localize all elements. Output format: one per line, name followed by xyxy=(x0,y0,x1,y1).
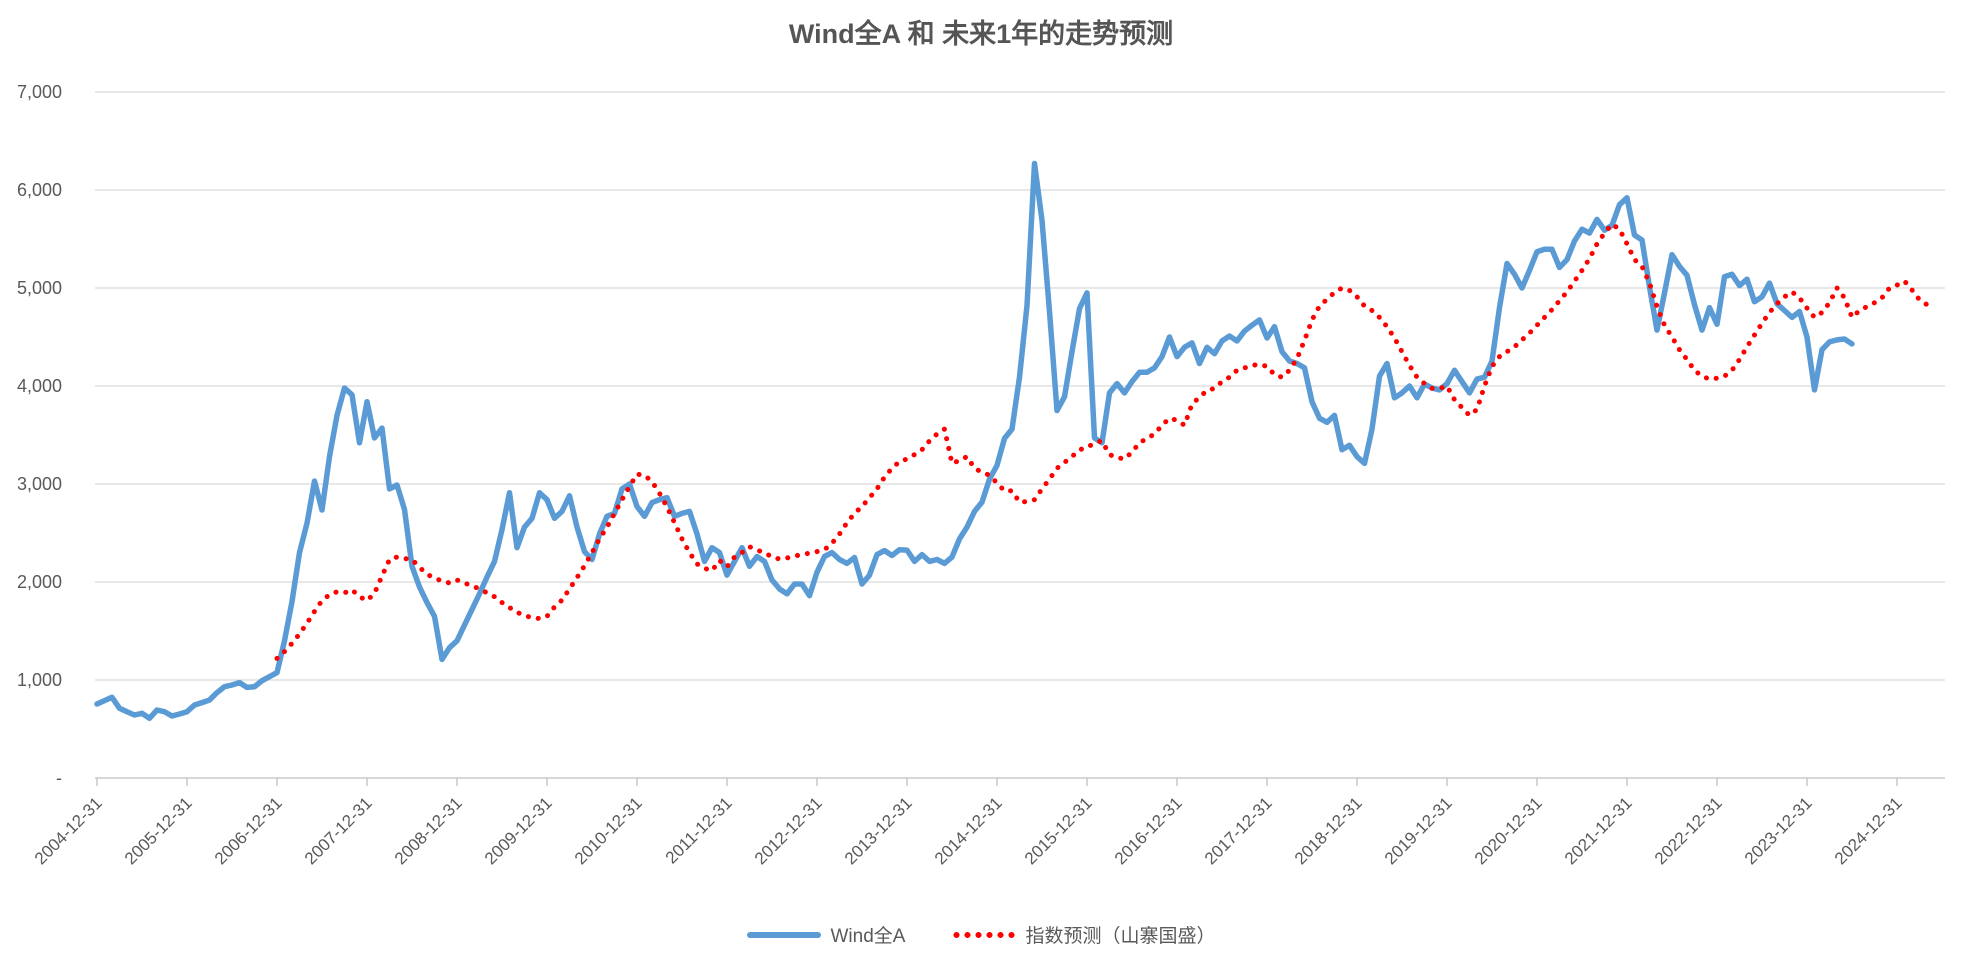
legend-label-wind-all-a: Wind全A xyxy=(830,926,906,947)
y-axis-label: 3,000 xyxy=(17,474,62,494)
x-axis-label: 2020-12-31 xyxy=(1471,793,1546,868)
x-axis-label: 2014-12-31 xyxy=(931,793,1006,868)
x-axis-label: 2007-12-31 xyxy=(301,793,376,868)
y-axis-label: 1,000 xyxy=(17,670,62,690)
y-axis-label: 5,000 xyxy=(17,278,62,298)
x-axis-label: 2013-12-31 xyxy=(841,793,916,868)
x-axis-label: 2005-12-31 xyxy=(121,793,196,868)
x-axis-label: 2021-12-31 xyxy=(1561,793,1636,868)
x-axis-label: 2006-12-31 xyxy=(211,793,286,868)
x-axis-label: 2011-12-31 xyxy=(662,793,736,867)
x-axis-label: 2009-12-31 xyxy=(481,793,556,868)
legend: Wind全A 指数预测（山寨国盛） xyxy=(0,921,1962,948)
y-axis-label: 2,000 xyxy=(17,572,62,592)
legend-dotted-line-icon xyxy=(951,930,1016,939)
x-axis-label: 2022-12-31 xyxy=(1651,793,1726,868)
x-axis-label: 2016-12-31 xyxy=(1111,793,1186,868)
y-axis-label: - xyxy=(56,768,62,788)
y-axis-label: 4,000 xyxy=(17,376,62,396)
legend-label-forecast: 指数预测（山寨国盛） xyxy=(1025,926,1216,947)
x-axis-label: 2004-12-31 xyxy=(31,793,106,868)
x-axis-label: 2023-12-31 xyxy=(1741,793,1816,868)
x-axis-label: 2017-12-31 xyxy=(1201,793,1276,868)
y-axis-label: 6,000 xyxy=(17,180,62,200)
y-axis-label: 7,000 xyxy=(17,82,62,102)
x-axis-label: 2018-12-31 xyxy=(1291,793,1366,868)
legend-item-forecast: 指数预测（山寨国盛） xyxy=(951,921,1215,948)
legend-item-wind-all-a: Wind全A xyxy=(746,921,906,948)
series-line-wind-all-a xyxy=(94,160,1855,722)
x-axis-label: 2008-12-31 xyxy=(391,793,466,868)
chart-title: Wind全A 和 未来1年的走势预测 xyxy=(788,19,1174,49)
x-axis-label: 2024-12-31 xyxy=(1831,793,1906,868)
x-axis-label: 2010-12-31 xyxy=(571,793,646,868)
x-axis-label: 2019-12-31 xyxy=(1381,793,1456,868)
x-axis-label: 2012-12-31 xyxy=(751,793,826,868)
series-line-forecast xyxy=(274,221,1937,661)
legend-solid-line-icon xyxy=(746,931,821,938)
x-axis-label: 2015-12-31 xyxy=(1021,793,1096,868)
